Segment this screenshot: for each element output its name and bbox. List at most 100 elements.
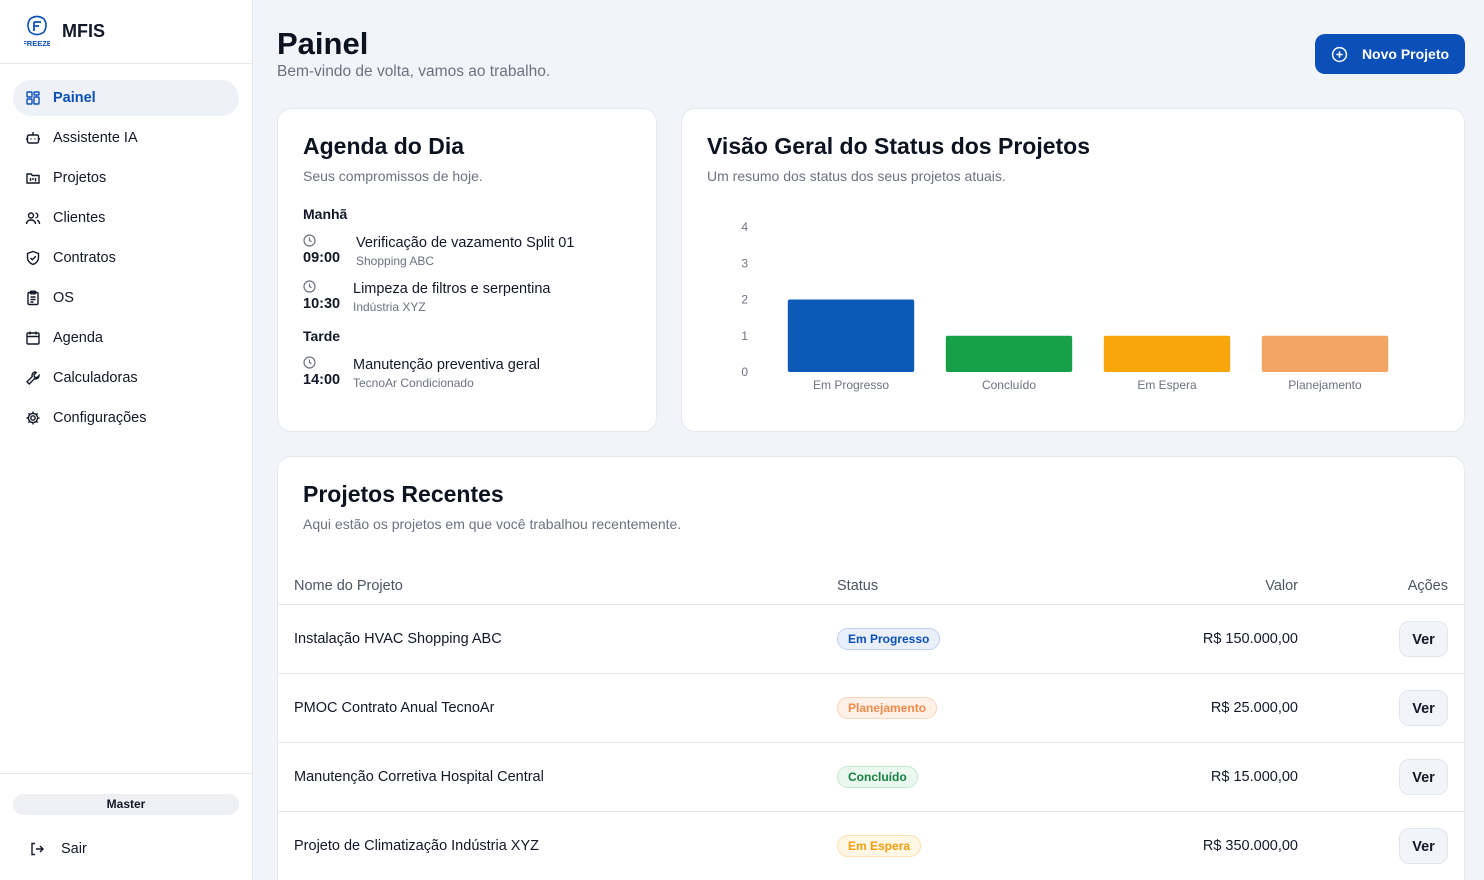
sidebar-item-configuracoes[interactable]: Configurações — [13, 400, 239, 436]
main-content: Painel Bem-vindo de volta, vamos ao trab… — [253, 0, 1484, 880]
clipboard-icon — [25, 290, 41, 306]
table-row: PMOC Contrato Anual TecnoAr Planejamento R… — [278, 674, 1464, 743]
sidebar-item-label: Contratos — [53, 250, 116, 266]
view-project-button[interactable]: Ver — [1399, 759, 1448, 795]
logout-button[interactable]: Sair — [13, 841, 239, 857]
status-badge: Concluído — [837, 766, 918, 788]
wrench-icon — [25, 370, 41, 386]
page-subtitle: Bem-vindo de volta, vamos ao trabalho. — [277, 63, 551, 80]
user-role-badge: Master — [13, 794, 239, 815]
logout-label: Sair — [61, 841, 87, 857]
bar-concluído[interactable] — [945, 335, 1073, 372]
sidebar-item-label: Projetos — [53, 170, 107, 186]
y-tick-label: 3 — [741, 256, 748, 270]
column-header-actions: Ações — [1407, 577, 1448, 594]
new-project-button[interactable]: Novo Projeto — [1315, 34, 1465, 74]
sidebar-item-label: Calculadoras — [53, 370, 138, 386]
sidebar-item-projetos[interactable]: Projetos — [13, 160, 239, 196]
new-project-label: Novo Projeto — [1361, 46, 1450, 62]
agenda-subtitle: Seus compromissos de hoje. — [303, 168, 483, 184]
clock-icon — [303, 280, 316, 293]
logout-icon — [29, 841, 45, 857]
view-project-button[interactable]: Ver — [1399, 690, 1448, 726]
sidebar-nav: Painel Assistente IA Projetos Clientes C… — [0, 64, 252, 436]
sidebar-item-label: Clientes — [53, 210, 106, 226]
sidebar-item-assistente-ia[interactable]: Assistente IA — [13, 120, 239, 156]
agenda-event[interactable]: 14:00 Manutenção preventiva geral TecnoA… — [303, 356, 631, 390]
projects-table: Nome do Projeto Status Valor Ações Insta… — [278, 567, 1464, 880]
table-row: Projeto de Climatização Indústria XYZ Em … — [278, 812, 1464, 880]
y-tick-label: 4 — [741, 220, 748, 234]
sidebar-item-label: Configurações — [53, 410, 147, 426]
sidebar-item-clientes[interactable]: Clientes — [13, 200, 239, 236]
column-header-status: Status — [837, 577, 879, 594]
table-header: Nome do Projeto Status Valor Ações — [278, 567, 1464, 605]
status-title: Visão Geral do Status dos Projetos — [707, 133, 1091, 159]
y-tick-label: 1 — [741, 329, 748, 343]
x-tick-label: Em Progresso — [813, 378, 889, 392]
agenda-event[interactable]: 10:30 Limpeza de filtros e serpentina In… — [303, 280, 631, 314]
column-header-value: Valor — [1265, 577, 1298, 594]
bar-em-espera[interactable] — [1103, 335, 1231, 372]
status-bar-chart: 0 1 2 3 4 Em Progresso Concluído Em Espera Plane… — [741, 220, 1389, 392]
calendar-icon — [25, 330, 41, 346]
sidebar-item-agenda[interactable]: Agenda — [13, 320, 239, 356]
project-name: Manutenção Corretiva Hospital Central — [294, 769, 544, 785]
recent-title: Projetos Recentes — [303, 481, 504, 507]
status-overview-card: Visão Geral do Status dos Projetos Um re… — [681, 108, 1465, 432]
sidebar-footer: Master Sair — [0, 773, 252, 880]
table-row: Manutenção Corretiva Hospital Central Con… — [278, 743, 1464, 812]
clock-icon — [303, 234, 316, 247]
x-tick-label: Em Espera — [1137, 378, 1197, 392]
view-project-button[interactable]: Ver — [1399, 621, 1448, 657]
logo-text: FREEZE — [24, 39, 50, 48]
sidebar-item-label: OS — [53, 290, 74, 306]
sidebar-item-label: Assistente IA — [53, 130, 138, 146]
sidebar-item-label: Agenda — [53, 330, 103, 346]
recent-subtitle: Aqui estão os projetos em que você traba… — [303, 516, 682, 532]
status-subtitle: Um resumo dos status dos seus projetos a… — [707, 168, 1006, 184]
page-title: Painel — [277, 26, 369, 61]
project-value: R$ 350.000,00 — [1202, 838, 1298, 854]
agenda-title: Agenda do Dia — [303, 133, 465, 159]
agenda-period-label: Manhã — [303, 206, 348, 222]
clock-icon — [303, 356, 316, 369]
app-name: MFIS — [62, 21, 105, 41]
project-name: Projeto de Climatização Indústria XYZ — [294, 838, 539, 854]
project-value: R$ 15.000,00 — [1210, 769, 1298, 785]
agenda-card: Agenda do Dia Seus compromissos de hoje.… — [277, 108, 657, 432]
status-badge: Planejamento — [837, 697, 938, 719]
sidebar-item-calculadoras[interactable]: Calculadoras — [13, 360, 239, 396]
event-title: Manutenção preventiva geral — [353, 357, 541, 373]
freeze-logo-icon: FREEZE — [24, 15, 50, 48]
sidebar-item-label: Painel — [53, 90, 96, 106]
event-time: 09:00 — [303, 250, 341, 266]
agenda-event[interactable]: 09:00 Verificação de vazamento Split 01 … — [303, 234, 631, 268]
gear-icon — [25, 410, 41, 426]
event-place: Shopping ABC — [356, 254, 435, 268]
sidebar-item-os[interactable]: OS — [13, 280, 239, 316]
dashboard-icon — [25, 90, 41, 106]
users-icon — [25, 210, 41, 226]
column-header-name: Nome do Projeto — [294, 577, 403, 594]
bar-em-progresso[interactable] — [787, 299, 915, 373]
event-time: 14:00 — [303, 372, 341, 388]
project-value: R$ 25.000,00 — [1210, 700, 1298, 716]
sidebar-item-painel[interactable]: Painel — [13, 80, 239, 116]
view-project-button[interactable]: Ver — [1399, 828, 1448, 864]
event-time: 10:30 — [303, 296, 341, 312]
table-row: Instalação HVAC Shopping ABC Em Progresso… — [278, 605, 1464, 674]
sidebar-item-contratos[interactable]: Contratos — [13, 240, 239, 276]
y-tick-label: 2 — [741, 293, 748, 307]
event-title: Limpeza de filtros e serpentina — [353, 281, 551, 297]
project-value: R$ 150.000,00 — [1202, 631, 1298, 647]
folder-kanban-icon — [25, 170, 41, 186]
bot-icon — [25, 130, 41, 146]
event-place: TecnoAr Condicionado — [353, 376, 474, 390]
brand[interactable]: FREEZE MFIS — [0, 0, 252, 64]
event-title: Verificação de vazamento Split 01 — [356, 235, 575, 251]
bar-planejamento[interactable] — [1261, 335, 1389, 372]
project-name: PMOC Contrato Anual TecnoAr — [294, 700, 495, 716]
project-name: Instalação HVAC Shopping ABC — [294, 631, 502, 647]
status-badge: Em Progresso — [837, 628, 941, 650]
